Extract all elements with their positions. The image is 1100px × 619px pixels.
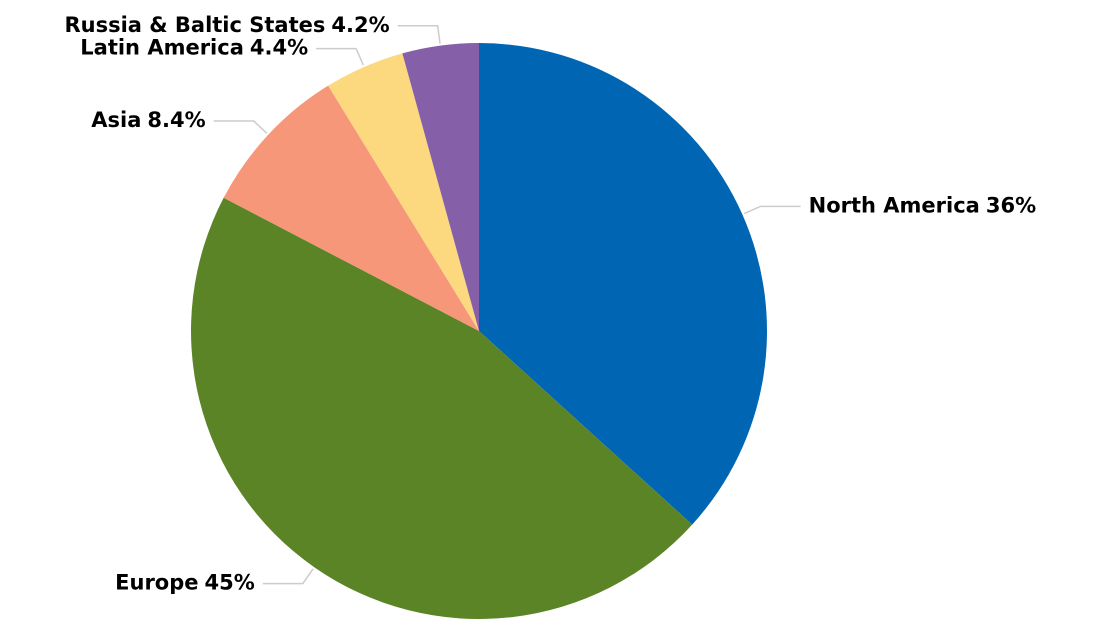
value-label: 45% <box>205 571 255 595</box>
leader-line <box>262 568 314 585</box>
category-label: Europe <box>115 571 198 595</box>
leader-line <box>213 120 268 134</box>
category-label: North America <box>809 193 980 217</box>
value-label: 4.2% <box>331 13 389 37</box>
leader-line <box>743 205 801 215</box>
slice-label: Asia 8.4% <box>91 108 205 132</box>
pie-slice <box>479 43 767 525</box>
category-label: Russia & Baltic States <box>64 13 325 37</box>
pie-slice <box>328 53 479 332</box>
category-label: Asia <box>91 108 141 132</box>
slice-label: North America 36% <box>809 193 1036 217</box>
slice-label: Russia & Baltic States 4.2% <box>64 13 389 37</box>
value-label: 4.4% <box>250 36 308 60</box>
slice-label: Latin America 4.4% <box>80 36 308 60</box>
leader-line <box>316 47 365 66</box>
slice-label: Europe 45% <box>115 571 255 595</box>
value-label: 8.4% <box>147 108 205 132</box>
pie-slice <box>191 197 693 619</box>
category-label: Latin America <box>80 36 244 60</box>
leader-line <box>397 25 441 44</box>
pie-slice <box>223 85 479 331</box>
pie-slice <box>402 43 479 331</box>
value-label: 36% <box>986 193 1036 217</box>
